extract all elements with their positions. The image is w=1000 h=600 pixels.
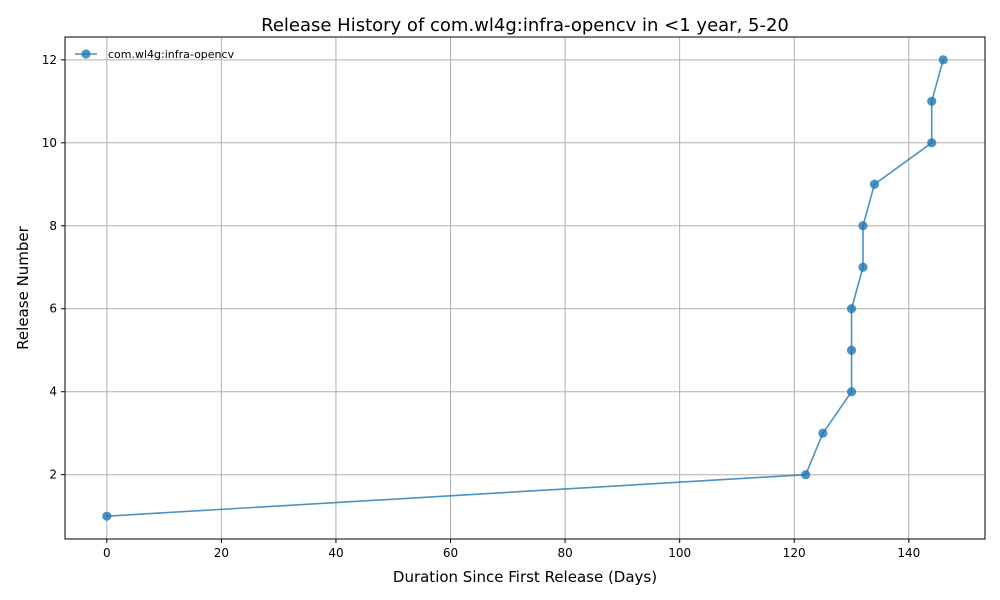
grid-lines: [65, 37, 985, 539]
data-point: [927, 138, 937, 148]
data-point: [869, 179, 880, 189]
x-tick-label: 80: [557, 546, 572, 560]
x-tick-label: 140: [897, 546, 920, 560]
data-point: [846, 304, 857, 314]
series-layer: [102, 55, 948, 521]
y-tick-label: 6: [49, 302, 57, 316]
x-tick-label: 120: [783, 546, 806, 560]
data-point: [938, 55, 948, 65]
data-point: [858, 262, 868, 272]
chart-title: Release History of com.wl4g:infra-opencv…: [261, 15, 789, 36]
x-tick-label: 20: [214, 546, 229, 560]
y-tick-label: 10: [42, 136, 57, 150]
data-point: [102, 511, 112, 521]
plot-frame: [64, 36, 986, 540]
data-point: [858, 221, 868, 231]
x-tick-label: 0: [103, 546, 111, 560]
data-point: [846, 387, 857, 397]
legend: com.wl4g:infra-opencv: [75, 48, 235, 61]
x-tick-label: 60: [443, 546, 458, 560]
axes: 0 20 40 60 80 100 120 140 2 4 6 8 10 12: [42, 53, 921, 560]
y-axis-label: Release Number: [14, 225, 32, 349]
legend-marker: [81, 49, 91, 59]
x-tick-label: 100: [668, 546, 691, 560]
x-axis-label: Duration Since First Release (Days): [393, 568, 657, 586]
data-point: [801, 470, 811, 480]
data-point: [846, 345, 857, 355]
series-line: [106, 59, 944, 517]
y-tick-label: 2: [49, 468, 57, 482]
data-point: [818, 428, 828, 438]
y-tick-label: 12: [42, 53, 57, 67]
data-point: [927, 96, 937, 106]
x-tick-label: 40: [328, 546, 343, 560]
legend-label: com.wl4g:infra-opencv: [108, 48, 235, 61]
y-tick-label: 8: [49, 219, 57, 233]
y-tick-label: 4: [49, 385, 57, 399]
